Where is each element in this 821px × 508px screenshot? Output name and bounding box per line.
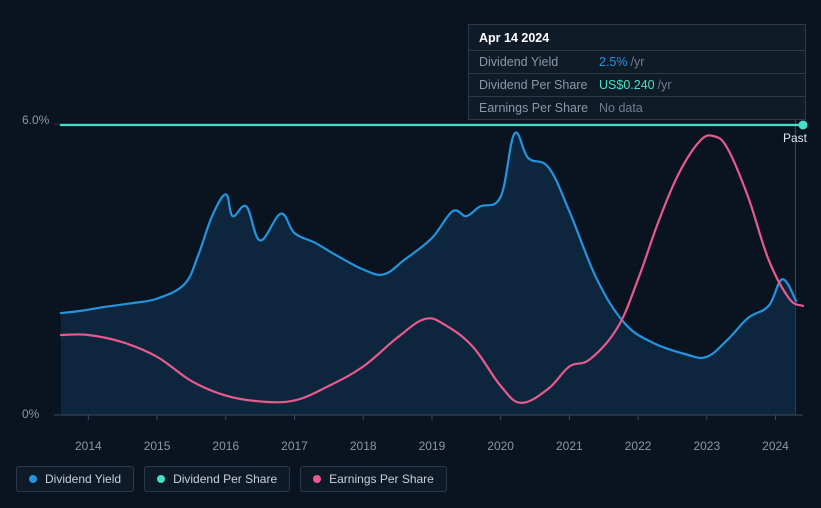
x-axis-tick: 2020	[487, 439, 514, 453]
y-axis-max-label: 6.0%	[22, 113, 49, 127]
legend-dot-icon	[29, 475, 37, 483]
dividend-chart: 6.0% 0% 2014 2015 2016 2017 2018 2019 2020 2021…	[0, 0, 821, 508]
tooltip-value: 2.5%	[599, 55, 628, 69]
tooltip-row: Earnings Per ShareNo data	[469, 97, 805, 119]
tooltip-key: Earnings Per Share	[479, 101, 599, 115]
x-axis-tick: 2017	[281, 439, 308, 453]
x-axis-tick: 2018	[350, 439, 377, 453]
tooltip-date: Apr 14 2024	[469, 25, 805, 51]
legend-label: Dividend Per Share	[173, 472, 277, 486]
x-axis-tick: 2021	[556, 439, 583, 453]
y-axis-min-label: 0%	[22, 407, 39, 421]
x-axis-tick: 2024	[762, 439, 789, 453]
x-axis-tick: 2019	[419, 439, 446, 453]
legend-item-dividend-per-share[interactable]: Dividend Per Share	[144, 466, 290, 492]
x-axis-tick: 2023	[693, 439, 720, 453]
chart-legend: Dividend Yield Dividend Per Share Earnin…	[16, 466, 447, 492]
tooltip-row: Dividend Yield2.5%/yr	[469, 51, 805, 74]
legend-label: Dividend Yield	[45, 472, 121, 486]
x-axis-tick: 2015	[144, 439, 171, 453]
tooltip-row: Dividend Per ShareUS$0.240/yr	[469, 74, 805, 97]
tooltip-key: Dividend Per Share	[479, 78, 599, 92]
legend-item-earnings-per-share[interactable]: Earnings Per Share	[300, 466, 447, 492]
past-label: Past	[783, 131, 807, 145]
legend-dot-icon	[157, 475, 165, 483]
x-axis-tick: 2022	[625, 439, 652, 453]
legend-item-dividend-yield[interactable]: Dividend Yield	[16, 466, 134, 492]
tooltip-value: No data	[599, 101, 643, 115]
tooltip-unit: /yr	[658, 78, 672, 92]
legend-dot-icon	[313, 475, 321, 483]
tooltip-value: US$0.240	[599, 78, 655, 92]
tooltip-key: Dividend Yield	[479, 55, 599, 69]
x-axis-tick: 2014	[75, 439, 102, 453]
chart-tooltip: Apr 14 2024 Dividend Yield2.5%/yrDividen…	[468, 24, 806, 120]
tooltip-unit: /yr	[631, 55, 645, 69]
x-axis-tick: 2016	[212, 439, 239, 453]
legend-label: Earnings Per Share	[329, 472, 434, 486]
